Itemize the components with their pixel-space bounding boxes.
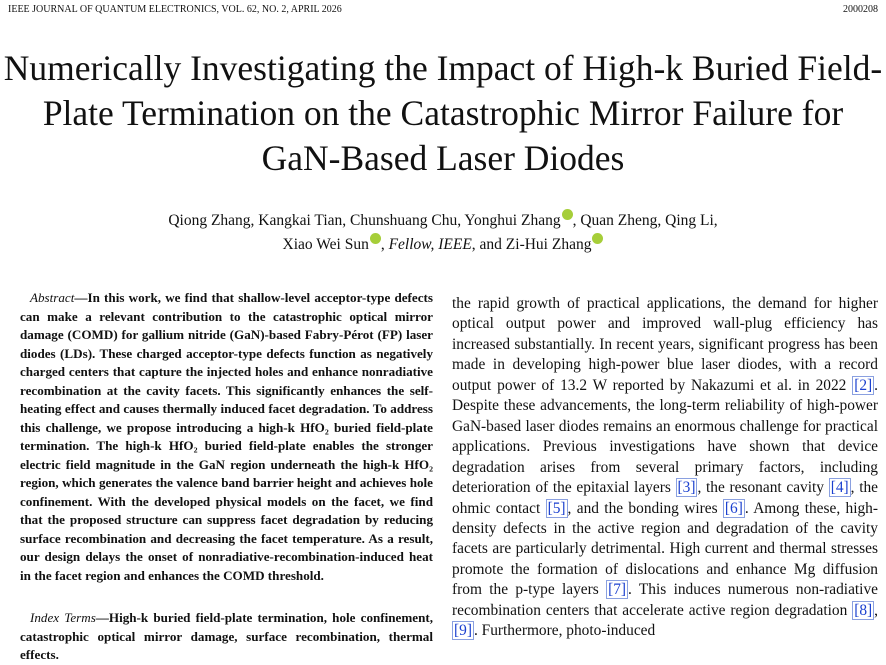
- journal-header: IEEE JOURNAL OF QUANTUM ELECTRONICS, VOL…: [8, 4, 342, 15]
- page-id: 2000208: [843, 4, 878, 15]
- body-segment: , and the bonding wires: [567, 499, 723, 517]
- body-text: the rapid growth of practical applicatio…: [452, 294, 878, 642]
- body-segment: . This induces numerous non-radiative re…: [452, 581, 878, 619]
- paper-title: Numerically Investigating the Impact of …: [3, 48, 883, 178]
- index-terms: Index Terms—High-k buried field-plate te…: [20, 609, 433, 665]
- abstract-text: —In this work, we find that shallow-leve…: [20, 290, 433, 583]
- citation-link[interactable]: [9]: [452, 621, 474, 641]
- citation-link[interactable]: [2]: [852, 375, 875, 395]
- body-segment: , the ohmic contact: [452, 479, 878, 517]
- body-segment: , the resonant cavity: [697, 479, 829, 497]
- orcid-icon: [369, 233, 381, 244]
- orcid-icon: [592, 233, 604, 244]
- author-line: Xiao Wei Sun, Fellow, IEEE, and Zi-Hui Z…: [0, 233, 886, 254]
- author-text: , Quan Zheng, Qing Li,: [572, 212, 718, 229]
- citation-link[interactable]: [3]: [675, 478, 698, 498]
- body-segment: . Furthermore, photo-induced: [473, 622, 656, 640]
- index-terms-label: Index Terms: [30, 610, 96, 625]
- author-grade: Fellow, IEEE: [388, 236, 472, 253]
- abstract: Abstract—In this work, we find that shal…: [20, 289, 433, 585]
- author-text: , and Zi-Hui Zhang: [471, 236, 592, 253]
- citation-link[interactable]: [7]: [606, 580, 629, 600]
- body-segment: . Among these, high-density defects in t…: [452, 499, 879, 599]
- citation-link[interactable]: [4]: [828, 478, 851, 498]
- body-segment: the rapid growth of practical applicatio…: [452, 295, 878, 394]
- abstract-label: Abstract: [30, 290, 75, 305]
- citation-link[interactable]: [5]: [545, 498, 568, 518]
- citation-link[interactable]: [8]: [852, 600, 875, 620]
- author-text: Xiao Wei Sun: [282, 236, 369, 253]
- author-text: Qiong Zhang, Kangkai Tian, Chunshuang Ch…: [168, 212, 561, 229]
- author-text: ,: [380, 236, 389, 253]
- index-terms-text: —High-k buried field-plate termination, …: [20, 610, 433, 662]
- body-segment: ,: [874, 601, 878, 619]
- orcid-icon: [561, 209, 573, 220]
- body-segment: . Despite these advancements, the long-t…: [452, 376, 878, 497]
- author-line: Qiong Zhang, Kangkai Tian, Chunshuang Ch…: [0, 209, 886, 230]
- citation-link[interactable]: [6]: [722, 498, 745, 518]
